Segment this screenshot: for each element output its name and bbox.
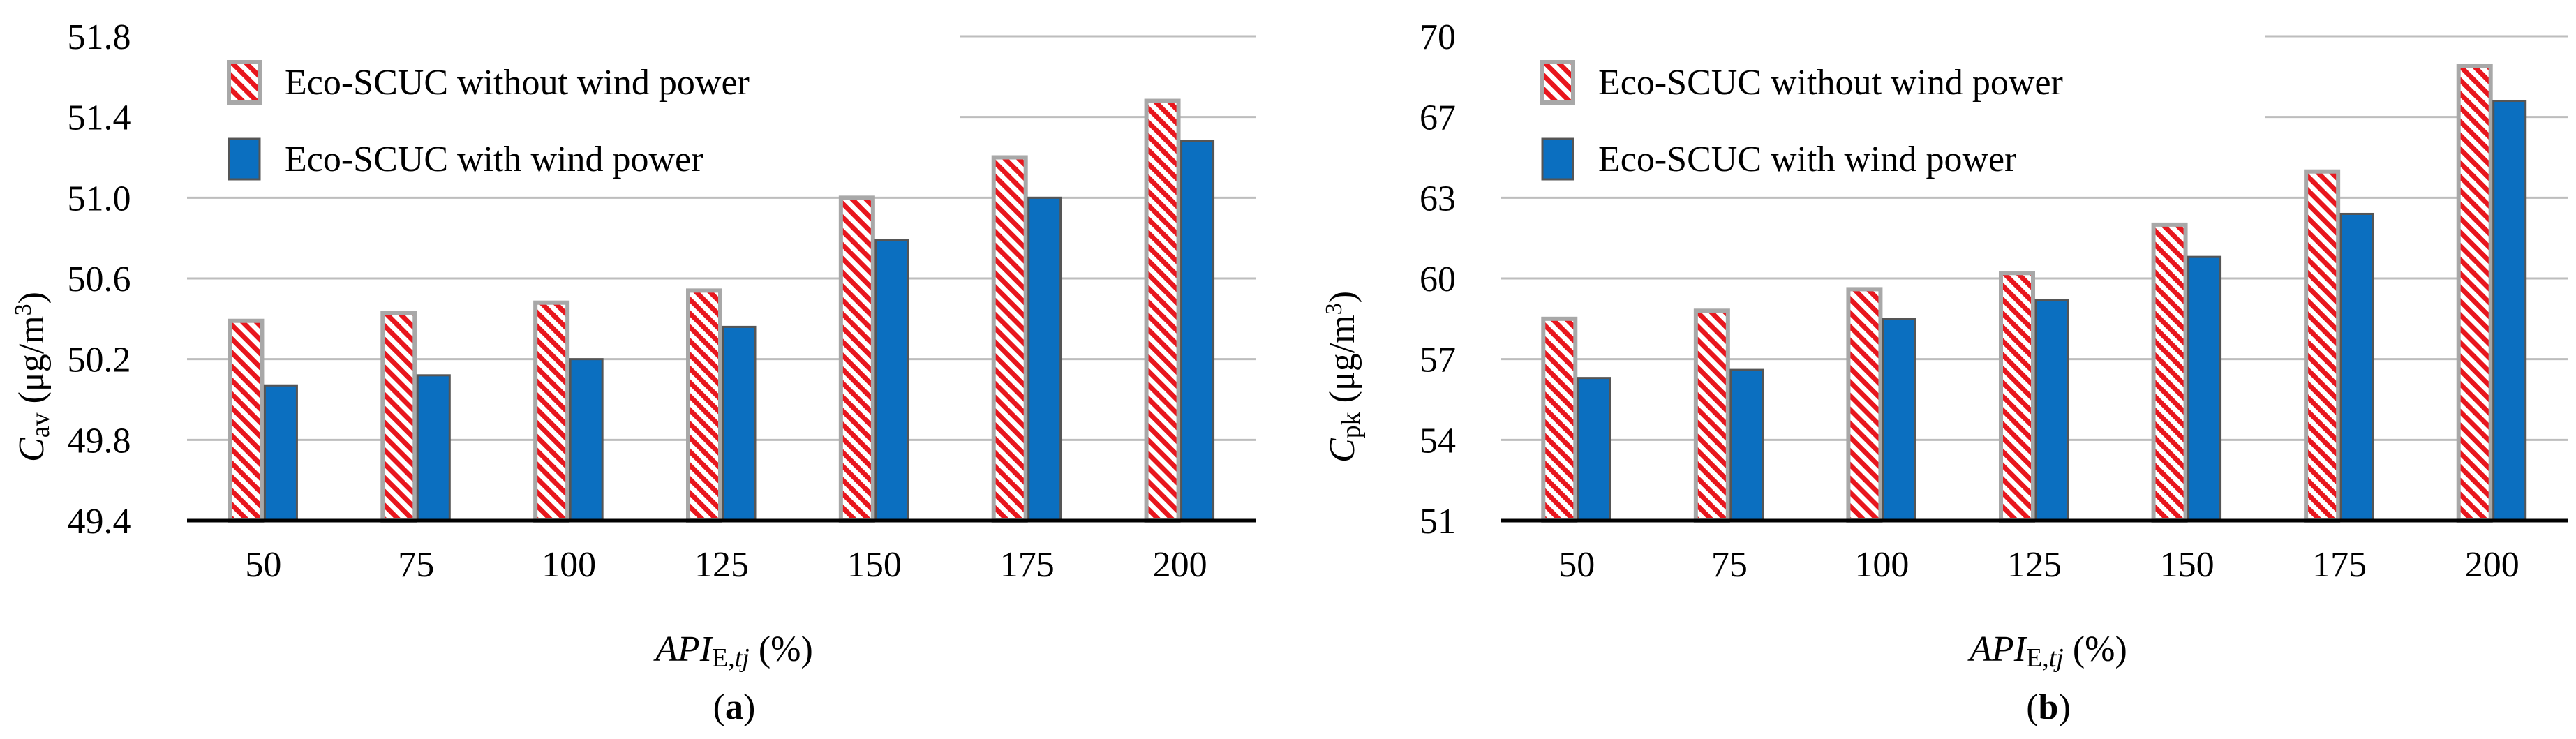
legend-swatch-without-wind (227, 60, 262, 105)
y-axis-title-b: Cpk (μg/m3) (1321, 291, 1366, 463)
y-tick-label: 50.6 (68, 260, 131, 299)
panel-label-a: (a) (713, 687, 756, 727)
legend-label-without-wind: Eco-SCUC without wind power (285, 63, 750, 103)
x-tick-label: 125 (2007, 545, 2062, 585)
legend-swatch-without-wind (1540, 60, 1575, 105)
bar-without-wind (1541, 316, 1578, 523)
bar-with-wind (2034, 299, 2069, 522)
bar-with-wind (2339, 212, 2374, 522)
bar-with-wind (1027, 196, 1062, 522)
x-tick-labels-b: 50 75 100 125 150 175 200 (1558, 545, 2519, 585)
bar-without-wind (1144, 98, 1181, 523)
bar-without-wind (2151, 222, 2188, 523)
y-tick-label: 67 (1420, 98, 1456, 138)
bar-without-wind (1846, 287, 1883, 523)
x-axis-title-b: APIE,tj (%) (1967, 629, 2127, 673)
y-tick-label: 63 (1420, 179, 1456, 218)
y-axis-title-a: Cav (μg/m3) (10, 292, 55, 462)
legend-label-with-wind: Eco-SCUC with wind power (1598, 140, 2016, 179)
bar-without-wind (2304, 169, 2341, 523)
bar-with-wind (2492, 100, 2527, 522)
bar-without-wind (686, 288, 722, 523)
legend-a: Eco-SCUC without wind power Eco-SCUC with… (227, 60, 750, 181)
legend-label-with-wind: Eco-SCUC with wind power (285, 140, 703, 179)
x-tick-label: 150 (847, 545, 902, 585)
bar-with-wind (263, 384, 298, 522)
bar-with-wind (1729, 368, 1764, 522)
panel-label-b: (b) (2026, 687, 2071, 727)
y-tick-label: 51.4 (68, 98, 131, 138)
chart-panel-a: 49.4 49.8 50.2 50.6 51.0 51.4 51.8 50 75 100 125 1… (10, 17, 1256, 727)
x-axis-title-a: APIE,tj (%) (653, 629, 813, 673)
x-tick-label: 75 (398, 545, 434, 585)
y-tick-label: 51 (1420, 502, 1456, 542)
x-tick-label: 175 (1000, 545, 1055, 585)
y-tick-labels-b: 51 54 57 60 63 67 70 (1420, 17, 1456, 542)
bar-with-wind (722, 325, 757, 522)
legend-label-without-wind: Eco-SCUC without wind power (1598, 63, 2063, 103)
bar-with-wind (2187, 255, 2222, 522)
x-tick-label: 200 (2465, 545, 2519, 585)
x-tick-label: 150 (2160, 545, 2214, 585)
bar-without-wind (2456, 64, 2493, 523)
chart-panel-b: 51 54 57 60 63 67 70 50 75 100 125 150 175 200 Eco-S… (1321, 17, 2568, 727)
x-tick-label: 50 (245, 545, 281, 585)
y-tick-label: 49.4 (68, 502, 131, 542)
bars-a (228, 98, 1215, 523)
bar-with-wind (874, 239, 909, 522)
bar-with-wind (1180, 140, 1215, 522)
y-tick-label: 51.8 (68, 17, 131, 57)
y-tick-labels-a: 49.4 49.8 50.2 50.6 51.0 51.4 51.8 (68, 17, 131, 542)
bar-without-wind (838, 195, 875, 523)
y-tick-label: 54 (1420, 421, 1456, 461)
bars-b (1541, 64, 2527, 523)
x-tick-label: 200 (1153, 545, 1207, 585)
bar-with-wind (1882, 318, 1916, 522)
bar-without-wind (1999, 271, 2035, 523)
bar-without-wind (380, 311, 417, 523)
grid-lines-a (187, 35, 1256, 441)
bar-without-wind (533, 300, 570, 523)
bar-without-wind (1693, 308, 1730, 523)
legend-swatch-with-wind (228, 137, 261, 181)
x-tick-label: 175 (2312, 545, 2367, 585)
x-tick-label: 125 (694, 545, 749, 585)
x-tick-label: 50 (1558, 545, 1595, 585)
x-tick-label: 100 (542, 545, 596, 585)
bar-with-wind (416, 374, 451, 522)
legend-swatch-with-wind (1541, 137, 1574, 181)
bar-without-wind (991, 155, 1028, 523)
x-tick-label: 75 (1711, 545, 1748, 585)
y-tick-label: 70 (1420, 17, 1456, 57)
y-tick-label: 57 (1420, 341, 1456, 380)
y-tick-label: 50.2 (68, 341, 131, 380)
y-tick-label: 51.0 (68, 179, 131, 218)
bar-without-wind (228, 318, 265, 523)
legend-b: Eco-SCUC without wind power Eco-SCUC with… (1540, 60, 2063, 181)
y-tick-label: 60 (1420, 260, 1456, 299)
y-tick-label: 49.8 (68, 421, 131, 461)
bar-with-wind (1577, 377, 1611, 522)
bar-with-wind (569, 358, 604, 522)
x-tick-labels-a: 50 75 100 125 150 175 200 (245, 545, 1207, 585)
x-tick-label: 100 (1854, 545, 1909, 585)
